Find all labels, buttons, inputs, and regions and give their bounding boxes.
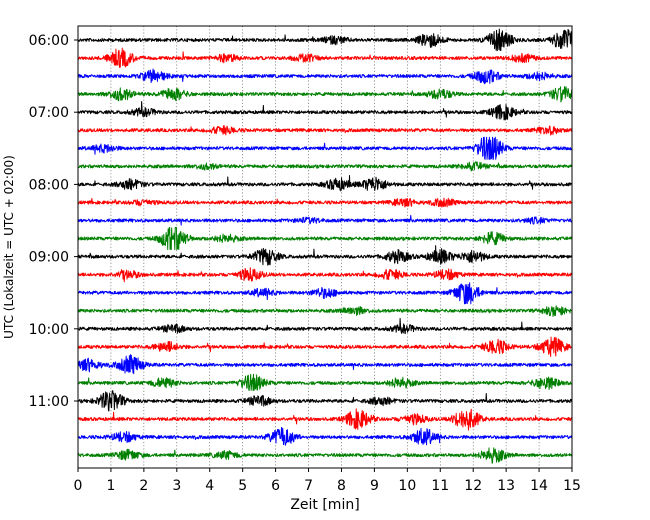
seismic-trace (77, 267, 573, 283)
seismic-trace (77, 47, 573, 68)
plot-frame (77, 25, 573, 469)
seismic-trace (77, 317, 573, 335)
y-tick-label: 07:00 (29, 105, 69, 121)
seismic-trace (77, 227, 573, 251)
x-tick-label: 11 (431, 478, 449, 494)
y-tick-label: 10:00 (29, 322, 69, 338)
seismic-trace (77, 101, 573, 121)
seismic-trace (77, 68, 573, 85)
x-tick-label: 8 (337, 478, 346, 494)
x-tick-label: 1 (106, 478, 115, 494)
x-tick-label: 10 (398, 478, 416, 494)
seismic-trace (77, 426, 573, 446)
x-tick-label: 15 (563, 478, 581, 494)
x-tick-label: 5 (238, 478, 247, 494)
x-tick-label: 9 (370, 478, 379, 494)
x-tick-label: 12 (464, 478, 482, 494)
seismic-trace (77, 175, 573, 192)
seismic-trace (77, 86, 573, 103)
x-axis: 0 1 2 3 4 5 6 7 8 9 10 11 12 13 14 15 (74, 468, 581, 494)
x-tick-label: 3 (172, 478, 181, 494)
seismic-trace (77, 408, 573, 431)
seismic-trace (77, 373, 573, 392)
y-tick-label: 06:00 (29, 33, 69, 49)
seismic-trace (77, 447, 573, 464)
seismic-trace (77, 28, 573, 52)
seismic-trace (77, 305, 573, 317)
grid-lines (110, 26, 540, 468)
seismic-trace (77, 136, 573, 160)
seismic-trace (77, 197, 573, 208)
seismic-trace (77, 336, 573, 357)
seismic-trace (77, 125, 573, 136)
y-tick-label: 09:00 (29, 250, 69, 266)
y-axis-label: UTC (Lokalzeit = UTC + 02:00) (2, 155, 16, 339)
trace-group (77, 28, 573, 464)
y-tick-label: 08:00 (29, 177, 69, 193)
seismic-trace (77, 245, 573, 266)
y-tick-label: 11:00 (29, 394, 69, 410)
seismic-trace (77, 214, 573, 226)
x-tick-label: 2 (139, 478, 148, 494)
seismic-trace (77, 161, 573, 172)
x-tick-label: 13 (497, 478, 515, 494)
y-axis: 06:00 07:00 08:00 09:00 10:00 11:00 (29, 33, 78, 410)
seismic-trace (77, 282, 573, 305)
x-tick-label: 7 (304, 478, 313, 494)
seismic-trace (77, 354, 573, 375)
x-tick-label: 14 (530, 478, 548, 494)
seismic-trace (77, 390, 573, 412)
x-tick-label: 0 (74, 478, 83, 494)
x-tick-label: 6 (271, 478, 280, 494)
x-axis-label: Zeit [min] (290, 497, 359, 513)
x-tick-label: 4 (205, 478, 214, 494)
